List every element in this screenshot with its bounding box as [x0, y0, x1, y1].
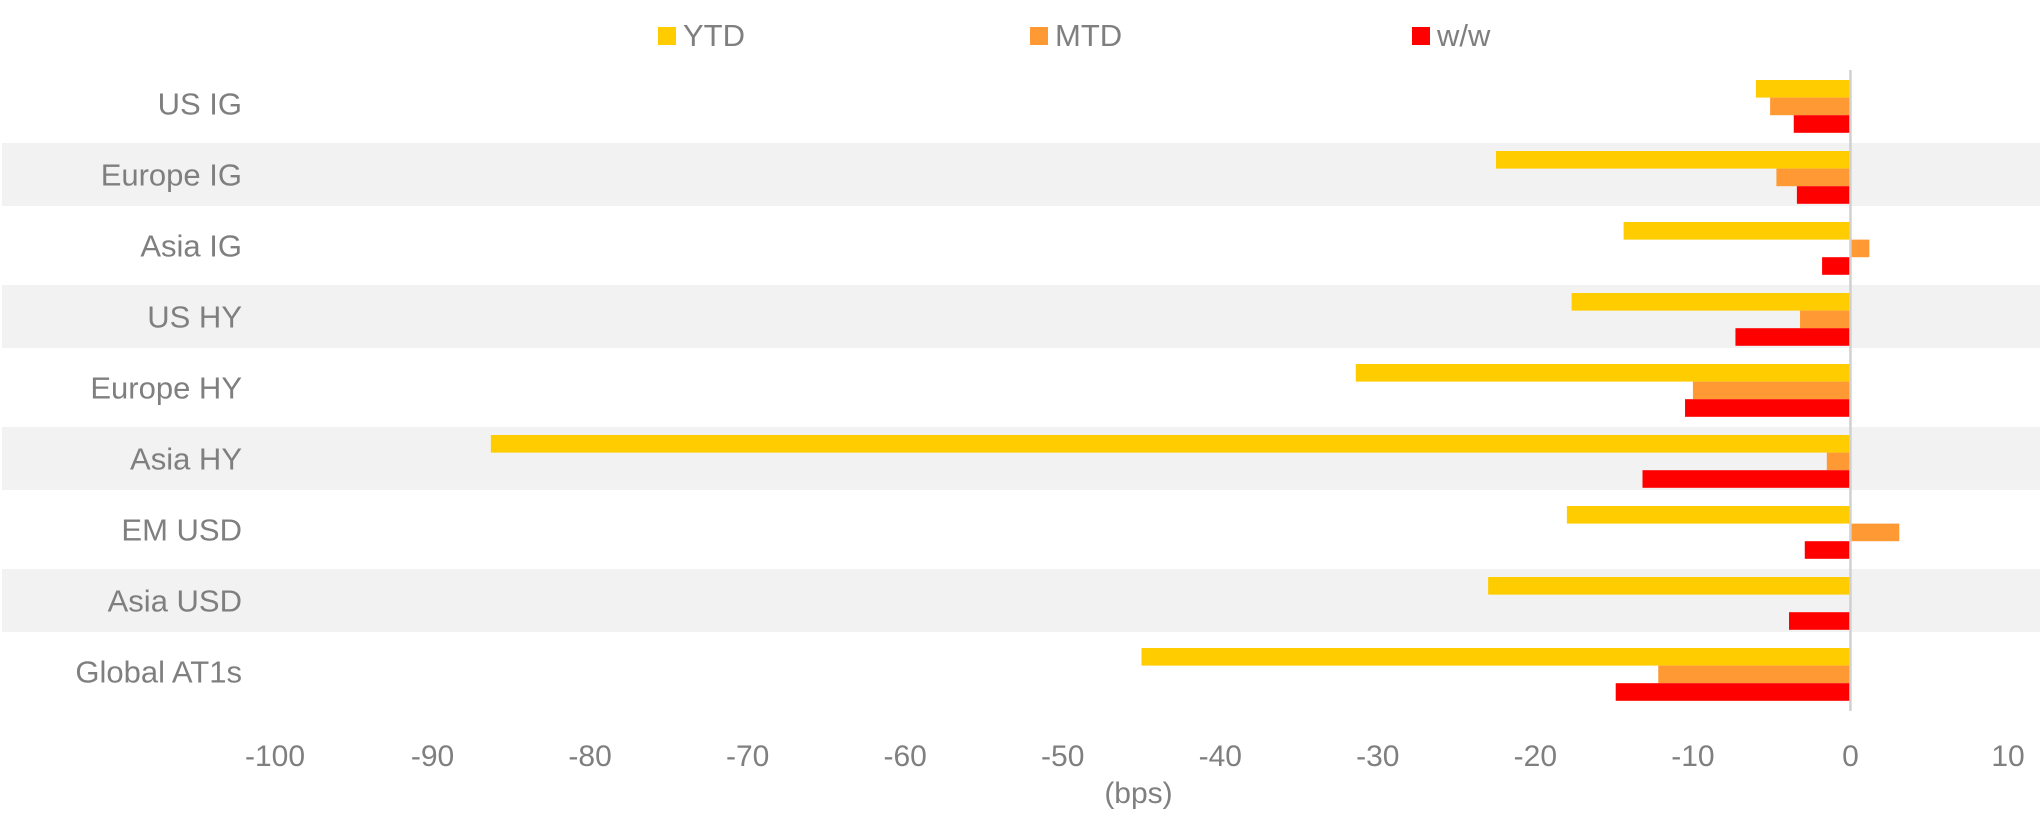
bar-ww [1642, 470, 1851, 488]
x-tick-label: -80 [568, 740, 611, 773]
x-tick-label: 10 [1991, 740, 2024, 773]
bar-mtd [1770, 97, 1851, 116]
legend-swatch [658, 27, 676, 45]
x-tick-label: -50 [1041, 740, 1084, 773]
bar-ww [1735, 328, 1851, 346]
x-tick-label: -100 [245, 740, 305, 773]
legend-label: YTD [683, 18, 745, 53]
bar-ytd [1623, 222, 1851, 240]
legend: YTD MTD w/w [658, 18, 1491, 53]
legend-item: w/w [1412, 18, 1491, 53]
bar-mtd [1850, 523, 1900, 542]
category-label: EM USD [121, 513, 242, 548]
bar-ytd [1355, 364, 1851, 382]
bar-mtd [1826, 452, 1851, 471]
category-label: Asia USD [108, 584, 242, 619]
legend-label: w/w [1436, 18, 1491, 53]
bar-ytd [1495, 151, 1851, 169]
legend-swatch [1030, 27, 1048, 45]
bar-mtd [1850, 239, 1870, 258]
x-tick-label: -10 [1671, 740, 1714, 773]
category-labels: US IG Europe IG Asia IG US HY Europe HY Asia … [75, 87, 242, 690]
x-tick-label: -40 [1199, 740, 1242, 773]
x-tick-label: -20 [1514, 740, 1557, 773]
bar-ytd [1571, 293, 1851, 311]
bar-mtd [1776, 168, 1851, 187]
bar-ytd [1488, 577, 1851, 595]
x-tick-label: -70 [726, 740, 769, 773]
bar-mtd [1692, 381, 1851, 400]
legend-item: MTD [1030, 18, 1122, 53]
bar-ww [1822, 257, 1851, 275]
bar-ww [1804, 541, 1851, 559]
bar-ww [1789, 612, 1851, 630]
bar-mtd [1658, 665, 1851, 684]
bar-ytd [1566, 506, 1851, 524]
bars [490, 80, 1900, 701]
category-label: US IG [158, 87, 242, 122]
bar-ytd [1755, 80, 1851, 98]
x-tick-label: -90 [411, 740, 454, 773]
category-label: US HY [147, 300, 242, 335]
category-label: Europe HY [90, 371, 242, 406]
bar-ww [1796, 186, 1851, 204]
category-label: Asia IG [140, 229, 242, 264]
bar-ww [1615, 683, 1851, 701]
category-label: Europe IG [101, 158, 242, 193]
bar-mtd [1800, 310, 1851, 329]
category-label: Global AT1s [75, 655, 242, 690]
bar-ww [1793, 115, 1851, 133]
x-tick-label: -60 [884, 740, 927, 773]
bar-ww [1685, 399, 1851, 417]
x-axis-label: (bps) [1104, 777, 1172, 810]
legend-label: MTD [1055, 18, 1122, 53]
bar-ytd [490, 435, 1851, 453]
category-label: Asia HY [130, 442, 242, 477]
legend-item: YTD [658, 18, 745, 53]
bar-ytd [1141, 648, 1851, 666]
x-tick-label: 0 [1842, 740, 1859, 773]
x-tick-label: -30 [1356, 740, 1399, 773]
x-axis-ticks: -100 -90 -80 -70 -60 -50 -40 -30 -20 -10 0 10 [245, 740, 2025, 773]
legend-swatch [1412, 27, 1430, 45]
